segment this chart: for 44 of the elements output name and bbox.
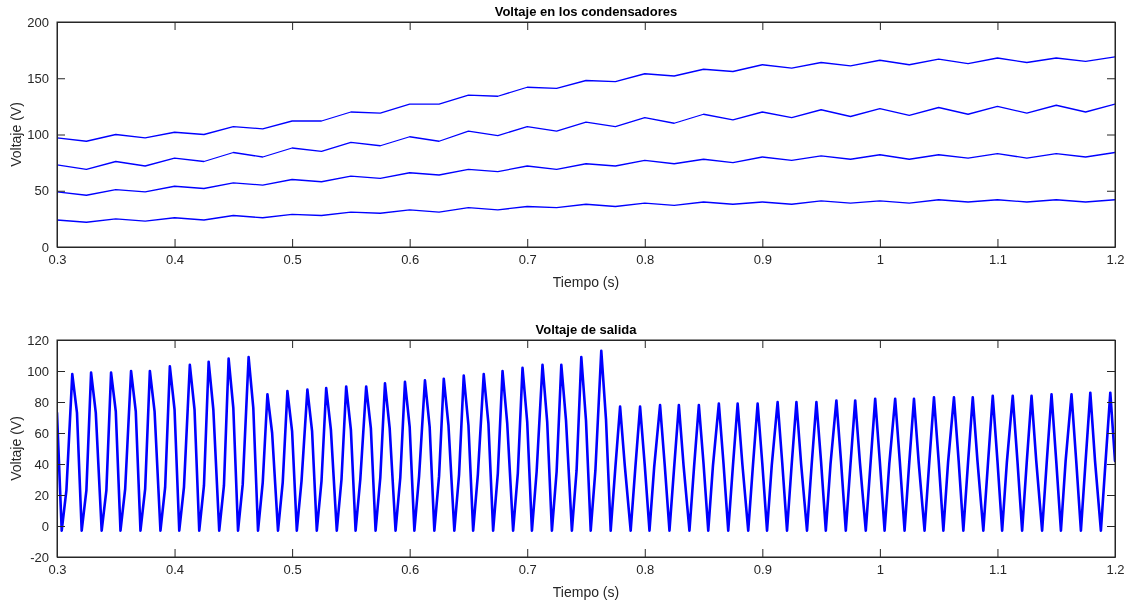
x-tick-label: 0.5 <box>283 252 302 268</box>
y-tick-label: 50 <box>34 183 49 199</box>
y-tick-label: 60 <box>34 425 49 441</box>
chart-title: Voltaje de salida <box>535 322 638 337</box>
x-tick-label: 0.7 <box>518 562 537 578</box>
y-axis-title: Voltaje (V) <box>8 416 24 481</box>
line-series <box>57 56 1115 142</box>
x-tick-label: 1.2 <box>1106 562 1125 578</box>
y-tick-label: 0 <box>41 239 49 255</box>
x-tick-label: 0.7 <box>518 252 537 268</box>
x-tick-label: 0.6 <box>401 562 420 578</box>
x-tick-label: 0.3 <box>48 562 67 578</box>
y-axis-title: Voltaje (V) <box>8 102 24 167</box>
x-tick-label: 0.4 <box>166 252 185 268</box>
y-tick-label: 80 <box>34 394 49 410</box>
line-series <box>57 151 1115 196</box>
x-tick-label: 0.3 <box>48 252 67 268</box>
y-tick-label: 20 <box>34 487 49 503</box>
y-tick-label: 100 <box>27 127 49 143</box>
y-tick-label: 100 <box>27 363 49 379</box>
y-tick-label: 120 <box>27 332 49 348</box>
x-tick-label: 1.2 <box>1106 252 1125 268</box>
y-tick-label: 0 <box>41 518 49 534</box>
x-tick-label: 0.9 <box>753 562 772 578</box>
x-tick-label: 1 <box>876 562 885 578</box>
x-tick-label: 0.4 <box>166 562 185 578</box>
x-tick-label: 0.5 <box>283 562 302 578</box>
x-tick-label: 0.8 <box>636 562 655 578</box>
y-tick-label: 40 <box>34 456 49 472</box>
x-tick-label: 0.6 <box>401 252 420 268</box>
chart-title: Voltaje en los condensadores <box>494 4 678 19</box>
line-series <box>57 103 1115 171</box>
x-tick-label: 0.9 <box>753 252 772 268</box>
y-tick-label: 200 <box>27 14 49 30</box>
x-tick-label: 1 <box>876 252 885 268</box>
line-series <box>57 199 1115 223</box>
y-tick-label: 150 <box>27 70 49 86</box>
x-tick-label: 1.1 <box>988 252 1007 268</box>
x-axis-title: Tiempo (s) <box>552 274 620 290</box>
x-tick-label: 0.8 <box>636 252 655 268</box>
x-tick-label: 1.1 <box>988 562 1007 578</box>
line-series <box>57 349 1115 532</box>
y-tick-label: -20 <box>30 549 49 565</box>
x-axis-title: Tiempo (s) <box>552 584 620 600</box>
